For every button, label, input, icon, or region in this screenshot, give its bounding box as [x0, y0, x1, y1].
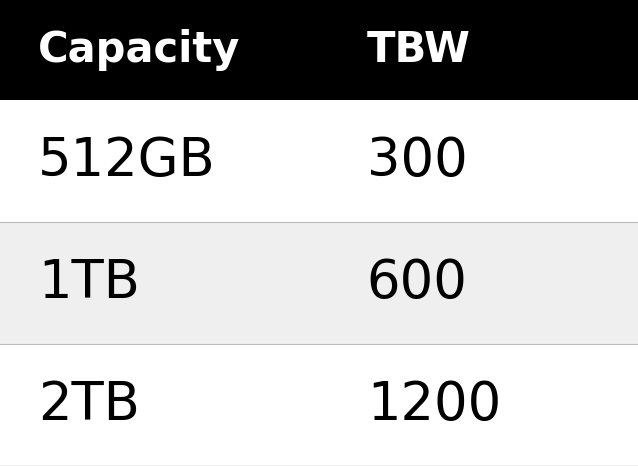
Bar — [0, 222, 638, 344]
Text: 1TB: 1TB — [38, 257, 140, 309]
Text: 1200: 1200 — [367, 379, 501, 431]
Text: Capacity: Capacity — [38, 29, 241, 71]
Bar — [0, 344, 638, 466]
Text: 512GB: 512GB — [38, 135, 216, 187]
Text: 300: 300 — [367, 135, 468, 187]
Text: 600: 600 — [367, 257, 468, 309]
Text: TBW: TBW — [367, 29, 471, 71]
Bar — [0, 0, 638, 100]
Bar — [0, 100, 638, 222]
Text: 2TB: 2TB — [38, 379, 140, 431]
